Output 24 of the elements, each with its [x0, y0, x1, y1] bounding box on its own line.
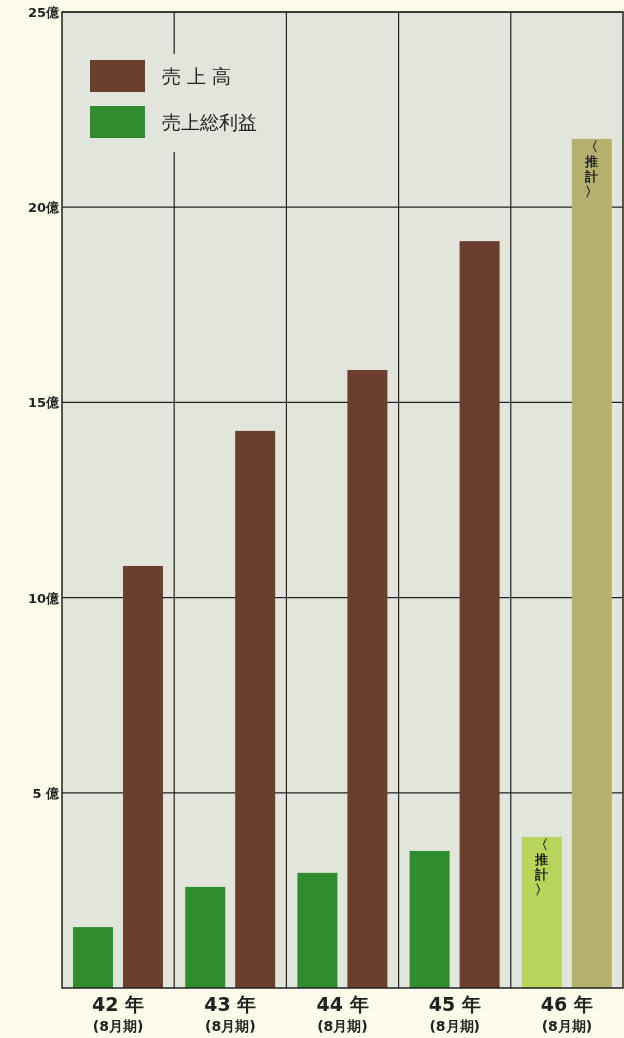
bar	[123, 565, 163, 988]
bar	[571, 138, 612, 988]
y-tick-label: 25億	[27, 5, 60, 20]
legend-label: 売上総利益	[162, 111, 257, 133]
bar	[347, 370, 388, 988]
bar	[73, 927, 113, 988]
annotation: 〈推計〉	[534, 836, 549, 897]
bar	[521, 836, 562, 988]
y-tick-label: 20億	[27, 200, 60, 216]
x-tick-label: 44 年 (8月期)	[316, 993, 369, 1034]
bar	[185, 886, 226, 988]
y-tick-label: 10億	[27, 590, 60, 606]
x-tick-label: 43 年 (8月期)	[204, 993, 257, 1034]
bar	[409, 850, 450, 988]
bar	[297, 872, 338, 988]
y-tick-label: 15億	[27, 395, 60, 411]
x-tick-label: 46 年 (8月期)	[540, 993, 593, 1034]
x-tick-label: 42 年 (8月期)	[92, 993, 145, 1034]
bar	[459, 241, 500, 988]
bar	[235, 430, 276, 988]
x-tick-label: 45 年 (8月期)	[428, 993, 481, 1034]
legend-label: 売 上 高	[162, 65, 232, 87]
y-tick-label: 5 億	[32, 785, 60, 801]
annotation: 〈推計〉	[584, 138, 599, 199]
